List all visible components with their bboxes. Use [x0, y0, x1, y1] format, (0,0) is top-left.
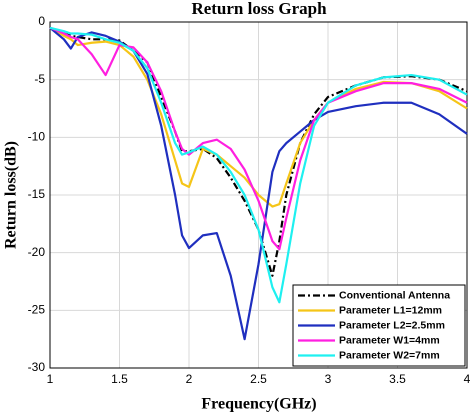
series-line: [49, 26, 468, 304]
legend-label: Parameter W1=4mm: [339, 334, 440, 346]
y-tick-label: -10: [28, 130, 46, 144]
legend-label: Parameter W2=7mm: [339, 349, 440, 361]
legend-label: Parameter L2=2.5mm: [339, 319, 445, 331]
x-tick-label: 4: [464, 372, 471, 386]
y-axis-label: Return loss(dB): [3, 141, 20, 249]
legend-label: Conventional Antenna: [339, 289, 450, 301]
x-axis-label: Frequency(GHz): [201, 396, 316, 413]
y-tick-label: -30: [28, 360, 46, 374]
x-tick-label: 2: [186, 372, 193, 386]
series-line: [49, 26, 468, 251]
y-tick-label: -25: [28, 303, 46, 317]
plot-frame: [49, 21, 468, 369]
chart-title: Return loss Graph: [191, 0, 327, 18]
y-tick-label: -15: [28, 187, 46, 201]
x-tick-label: 1: [47, 372, 54, 386]
legend-label: Parameter L1=12mm: [339, 304, 442, 316]
x-tick-label: 3.5: [389, 372, 406, 386]
series-line: [49, 26, 468, 341]
x-tick-label: 3: [325, 372, 332, 386]
series-line: [49, 26, 468, 277]
x-tick-label: 2.5: [250, 372, 267, 386]
y-tick-label: -5: [34, 72, 45, 86]
x-tick-label: 1.5: [111, 372, 128, 386]
y-tick-label: -20: [28, 245, 46, 259]
y-tick-label: 0: [38, 14, 45, 28]
